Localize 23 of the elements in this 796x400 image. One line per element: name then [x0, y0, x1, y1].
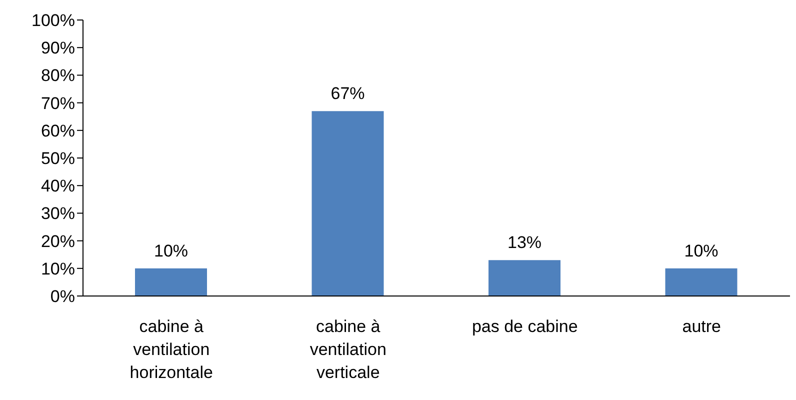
bar	[488, 260, 560, 296]
data-label: 13%	[507, 233, 542, 252]
data-label: 10%	[154, 241, 188, 260]
y-tick-label: 20%	[40, 232, 75, 251]
y-tick-label: 0%	[50, 287, 75, 306]
x-tick-label: cabine à ventilation horizontale	[130, 317, 213, 382]
bar	[135, 268, 207, 296]
y-tick-label: 40%	[40, 176, 75, 196]
y-tick-label: 30%	[40, 204, 75, 224]
y-tick-label: 60%	[40, 121, 75, 140]
y-tick-label: 90%	[40, 38, 75, 58]
bar	[312, 111, 384, 296]
y-tick-label: 10%	[40, 259, 75, 278]
y-tick-label: 80%	[40, 66, 75, 86]
x-tick-label: cabine à ventilation verticale	[310, 317, 386, 382]
x-tick-label: autre	[682, 317, 721, 336]
y-tick-label: 100%	[32, 11, 75, 30]
y-tick-label: 50%	[40, 149, 75, 168]
data-label: 10%	[684, 241, 718, 260]
data-label: 67%	[330, 84, 365, 104]
y-tick-label: 70%	[40, 94, 75, 113]
bar	[665, 268, 738, 296]
x-tick-label: pas de cabine	[472, 317, 578, 336]
